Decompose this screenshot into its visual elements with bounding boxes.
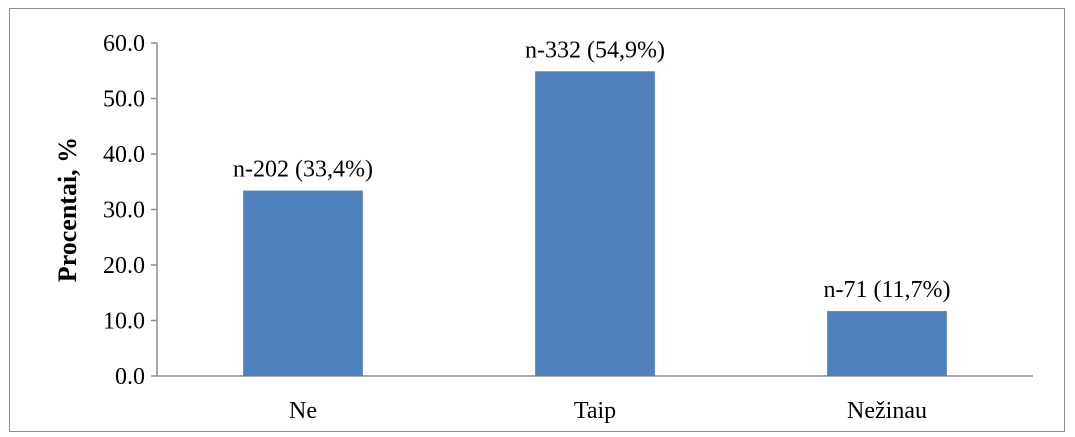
bar-nežinau (827, 311, 947, 376)
chart-frame (9, 8, 1065, 432)
category-label-taip: Taip (574, 398, 616, 424)
category-label-ne: Ne (289, 398, 317, 424)
data-labels: n-202 (33,4%) n-332 (54,9%) n-71 (11,7%) (233, 37, 951, 303)
bars (243, 71, 947, 377)
y-tick-label: 20.0 (103, 253, 145, 279)
category-labels: Ne Taip Nežinau (289, 398, 927, 424)
y-tick-label: 0.0 (115, 364, 145, 390)
data-label-ne: n-202 (33,4%) (233, 157, 373, 183)
bar-ne (243, 190, 363, 376)
y-tick-label: 40.0 (103, 142, 145, 168)
bar-taip (535, 71, 655, 377)
category-label-nežinau: Nežinau (847, 398, 927, 424)
y-tick-label: 60.0 (103, 31, 145, 57)
y-tick-label: 30.0 (103, 198, 145, 224)
y-ticks: 0.0 10.0 20.0 30.0 40.0 50.0 60.0 (103, 31, 157, 390)
data-label-taip: n-332 (54,9%) (525, 37, 665, 63)
data-label-nežinau: n-71 (11,7%) (823, 277, 950, 303)
y-tick-label: 50.0 (103, 87, 145, 113)
y-tick-label: 10.0 (103, 309, 145, 335)
y-axis-label: Procentai, % (53, 137, 82, 282)
